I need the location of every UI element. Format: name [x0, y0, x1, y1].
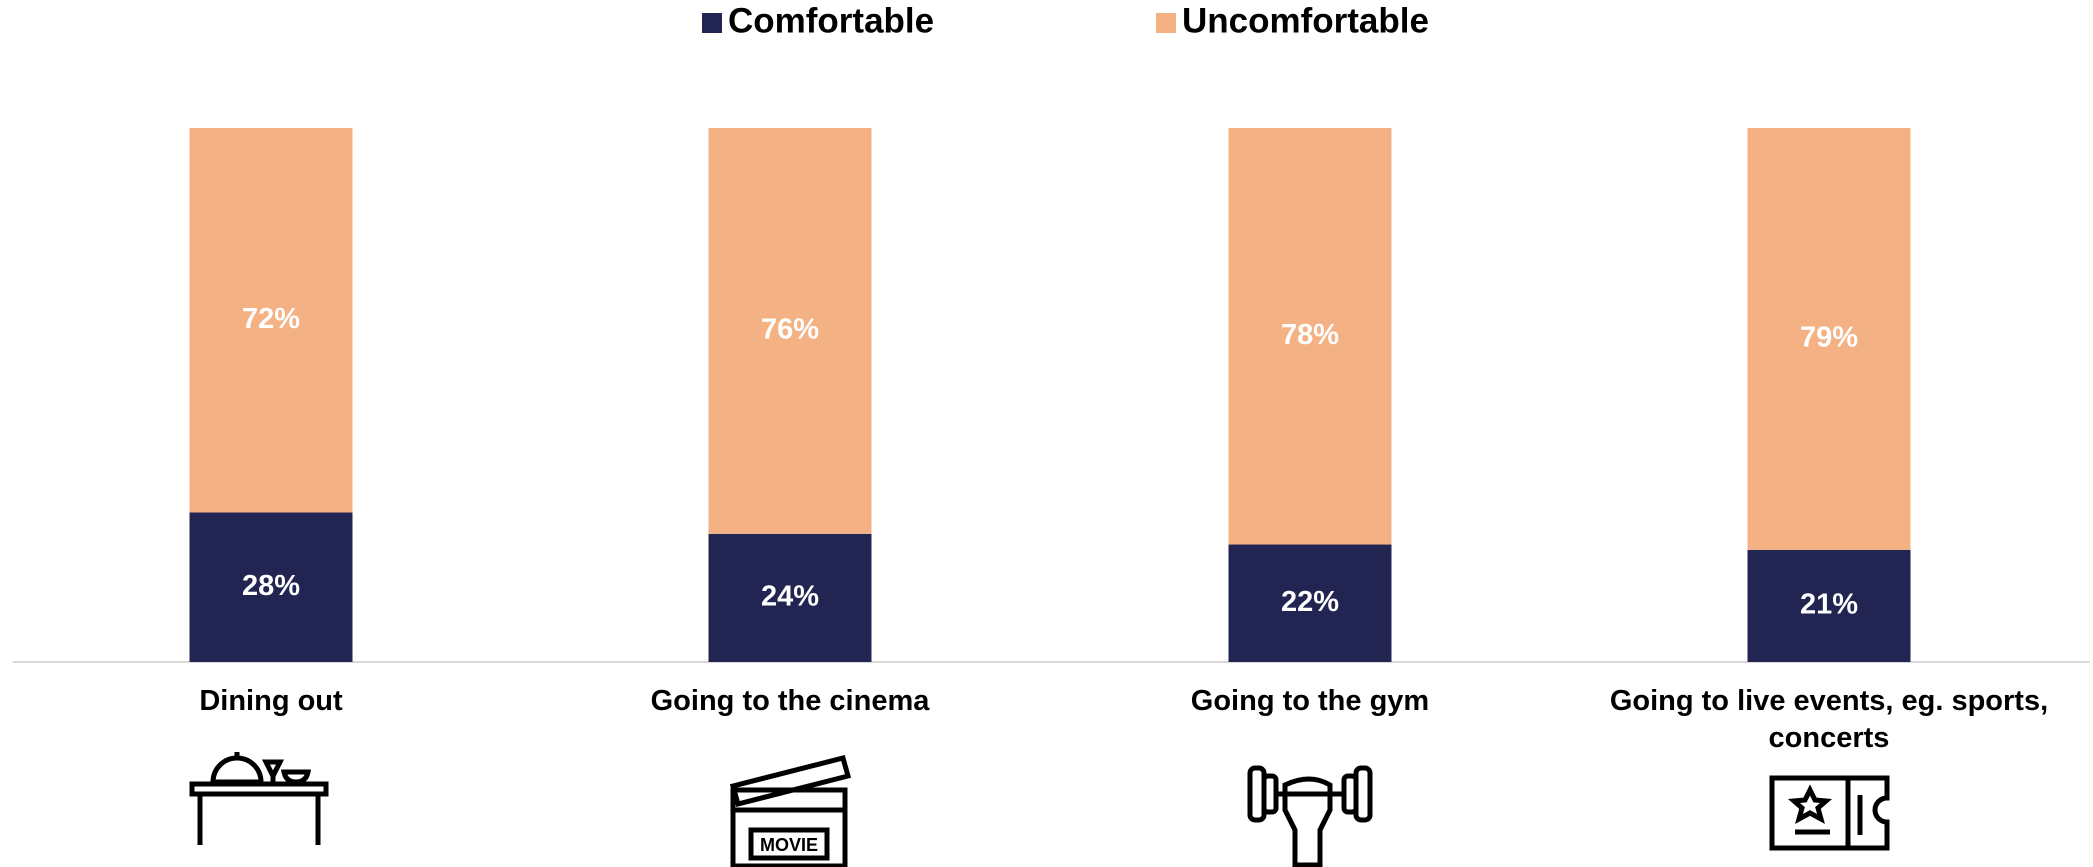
- bar-segment: [1747, 549, 1911, 662]
- bar-segment: [1747, 128, 1911, 550]
- bar-segment: [1228, 128, 1392, 545]
- x-tick-label: Going to live events, eg. sports, concer…: [1609, 685, 2049, 754]
- bar-segment: [708, 128, 872, 534]
- icon-dining: [189, 752, 329, 845]
- x-tick-label: Going to the gym: [1190, 685, 1430, 717]
- bar-segment: [189, 512, 353, 662]
- legend-label: Uncomfortable: [1182, 1, 1429, 40]
- icon-ticket: [1769, 775, 1890, 851]
- legend-swatch: [1156, 13, 1176, 33]
- x-tick-label: Dining out: [199, 685, 343, 717]
- x-tick-label: Going to the cinema: [650, 685, 930, 717]
- data-label: 72%: [242, 303, 300, 335]
- icon-cinema: MOVIE: [729, 754, 852, 867]
- data-label: 79%: [1800, 322, 1858, 354]
- data-label: 24%: [761, 581, 819, 613]
- bar-segment: [1228, 544, 1392, 662]
- data-label: 76%: [761, 314, 819, 346]
- legend-label: Comfortable: [728, 1, 934, 40]
- data-label: 22%: [1281, 586, 1339, 618]
- bar-segment: [708, 533, 872, 662]
- svg-text:MOVIE: MOVIE: [760, 835, 818, 855]
- legend-swatch: [702, 13, 722, 33]
- bar-segment: [189, 128, 353, 513]
- data-label: 21%: [1800, 589, 1858, 621]
- data-label: 78%: [1281, 319, 1339, 351]
- icon-gym: [1247, 765, 1373, 867]
- data-label: 28%: [242, 570, 300, 602]
